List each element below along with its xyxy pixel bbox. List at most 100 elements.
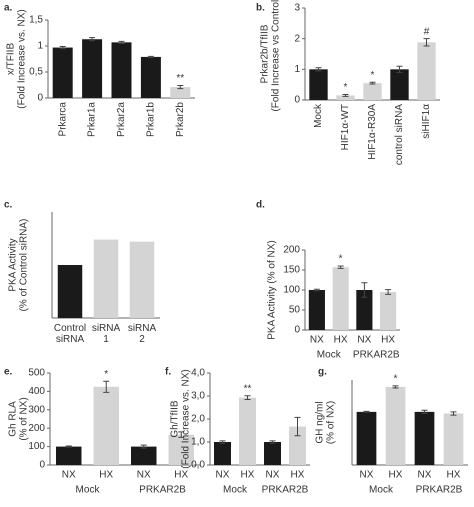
- group-label: PRKAR2B: [416, 485, 463, 496]
- annotation: *: [394, 373, 398, 384]
- error-bar: [363, 410, 370, 413]
- x-tick-label: NX: [62, 470, 76, 481]
- y-tick-label: 1: [37, 41, 43, 52]
- bar: [332, 267, 349, 330]
- x-tick-label: NX: [310, 335, 324, 346]
- y-tick-label: 0,0: [191, 460, 205, 471]
- error-bar: [244, 395, 251, 400]
- group-label: Mock: [76, 485, 101, 496]
- x-tick-label: HX: [447, 470, 461, 481]
- bar: [57, 265, 83, 318]
- error-bar: [421, 409, 428, 414]
- y-tick-label: 2: [294, 33, 300, 44]
- y-tick-label: 0: [294, 95, 300, 106]
- bar: [356, 411, 377, 465]
- y-tick-label: 50: [289, 305, 301, 316]
- group-label: Mock: [223, 485, 248, 496]
- bar: [309, 69, 328, 100]
- error-bar: [140, 444, 147, 449]
- y-tick-label: 0,5: [29, 67, 43, 78]
- y-tick-label: 200: [283, 245, 300, 256]
- bar: [214, 442, 231, 465]
- x-tick-label: NX: [216, 470, 230, 481]
- y-tick-label: 200: [28, 423, 45, 434]
- annotation: **: [176, 73, 184, 84]
- bar: [417, 42, 436, 100]
- error-bar: [269, 440, 276, 444]
- error-bar: [118, 40, 125, 44]
- y-axis-label: PKA Activity (% of NX): [267, 240, 278, 339]
- error-bar: [65, 445, 72, 448]
- y-tick-label: 100: [283, 285, 300, 296]
- y-axis-label: GH ng/ml(% of NX): [314, 401, 336, 444]
- bar: [264, 442, 281, 465]
- bar: [111, 42, 132, 98]
- x-tick-label: HIF1α-WT: [340, 104, 351, 150]
- y-tick-label: 100: [28, 441, 45, 452]
- panel-letter: f.: [165, 367, 171, 378]
- panel-letter: b.: [256, 3, 265, 14]
- error-bar: [147, 55, 154, 58]
- error-bar: [315, 67, 322, 72]
- x-tick-label: HX: [389, 470, 403, 481]
- error-bar: [103, 380, 110, 393]
- x-tick-label: NX: [360, 470, 374, 481]
- error-bar: [294, 416, 301, 437]
- annotation: *: [104, 369, 108, 380]
- bar: [363, 83, 382, 100]
- x-tick-label: Prkar2b: [175, 102, 186, 137]
- y-axis-label: PKA Activity(% of Control siRNA): [7, 219, 29, 312]
- x-tick-label: HX: [381, 335, 395, 346]
- y-axis-label: Prkar2b/TfIIB(Fold Increase vs Control): [259, 0, 281, 112]
- x-tick-label: HX: [241, 470, 255, 481]
- error-bar: [450, 411, 457, 416]
- group-label: PRKAR2B: [262, 485, 309, 496]
- error-bar: [342, 93, 349, 97]
- x-tick-label: NX: [357, 335, 371, 346]
- bar: [336, 95, 355, 100]
- y-tick-label: 1,5: [29, 15, 43, 26]
- bar: [443, 413, 464, 465]
- bar: [414, 411, 435, 465]
- group-label: Mock: [317, 350, 342, 361]
- x-tick-label: NX: [266, 470, 280, 481]
- x-tick-label: HX: [291, 470, 305, 481]
- x-tick-label: control siRNA: [394, 104, 405, 165]
- bar: [131, 446, 157, 465]
- panel-letter: e.: [4, 367, 13, 378]
- x-tick-label: Prkarca: [57, 102, 68, 137]
- error-bar: [59, 46, 66, 50]
- error-bar: [423, 38, 430, 47]
- y-tick-label: 0: [37, 93, 43, 104]
- bar: [385, 386, 406, 465]
- y-tick-label: 300: [28, 404, 45, 415]
- error-bar: [396, 65, 403, 73]
- y-tick-label: 1: [294, 64, 300, 75]
- y-axis-label: Gh/TfIIB(Fold Increase vs. NX): [169, 369, 191, 468]
- bar: [390, 69, 409, 100]
- x-tick-label: Prkar2a: [116, 102, 127, 137]
- x-tick-label: Control siRNA: [54, 323, 86, 345]
- y-tick-label: 400: [28, 386, 45, 397]
- annotation: *: [371, 70, 375, 81]
- x-tick-label: siRNA 1: [92, 323, 121, 345]
- bar: [52, 47, 73, 98]
- x-tick-label: HX: [174, 470, 188, 481]
- y-axis-label: x/TFIIB(Fold Increase vs. NX): [5, 9, 27, 108]
- x-tick-label: Mock: [313, 103, 324, 128]
- bar: [140, 56, 161, 98]
- x-tick-label: HX: [99, 470, 113, 481]
- y-tick-label: 0: [294, 325, 300, 336]
- error-bar: [361, 282, 368, 298]
- bar: [239, 397, 256, 465]
- y-tick-label: 2,0: [191, 414, 205, 425]
- x-tick-label: Prkar1b: [146, 102, 157, 137]
- group-label: PRKAR2B: [139, 485, 186, 496]
- bar: [82, 39, 103, 98]
- annotation: **: [244, 383, 252, 394]
- bar: [93, 386, 119, 465]
- y-tick-label: 3: [294, 3, 300, 14]
- bar: [129, 241, 155, 318]
- panel-letter: a.: [4, 3, 13, 14]
